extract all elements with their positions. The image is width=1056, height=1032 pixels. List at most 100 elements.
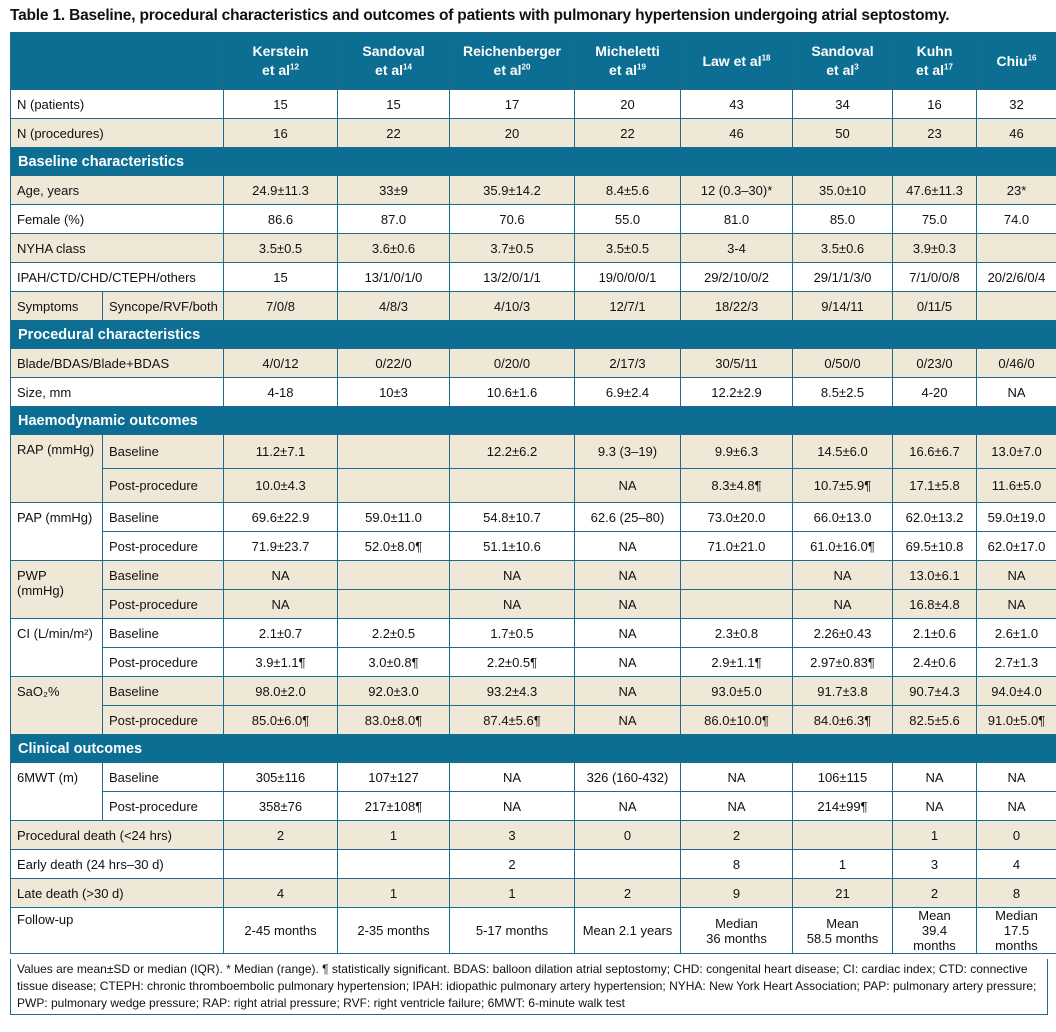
value-cell: NA (223, 589, 338, 619)
table-row: Post-procedure NA NA NA NA 16.8±4.8 NA (11, 589, 1056, 619)
row-label: RAP (mmHg) (10, 434, 103, 503)
value-cell: 74.0 (976, 204, 1056, 234)
value-cell: 5-17 months (449, 907, 575, 954)
value-cell: 8.4±5.6 (574, 175, 681, 205)
value-cell: 16 (223, 118, 338, 148)
table-row: PWP (mmHg) Baseline NA NA NA NA 13.0±6.1 NA (10, 560, 1056, 619)
value-cell: NA (574, 468, 681, 503)
value-cell: 61.0±16.0¶ (792, 531, 893, 561)
value-cell: 4-20 (892, 377, 977, 407)
study-header: Sandoval et al3 (792, 32, 893, 90)
value-cell (680, 589, 793, 619)
sub-label: Post-procedure (102, 531, 224, 561)
value-cell: 3.5±0.6 (792, 233, 893, 263)
value-cell: 16.8±4.8 (892, 589, 977, 619)
value-cell: 1 (337, 820, 450, 850)
value-cell: NA (574, 647, 681, 677)
value-cell: 86.0±10.0¶ (680, 705, 793, 735)
value-cell: 1 (449, 878, 575, 908)
value-cell (337, 434, 450, 469)
value-cell: NA (976, 762, 1056, 792)
value-cell: 15 (223, 89, 338, 119)
section-header: Procedural characteristics (10, 320, 1056, 349)
value-cell: 0 (976, 820, 1056, 850)
value-cell: 10.0±4.3 (223, 468, 338, 503)
value-cell: 54.8±10.7 (449, 502, 575, 532)
value-cell: 4 (223, 878, 338, 908)
value-cell: 17.1±5.8 (892, 468, 977, 503)
table-title: Table 1. Baseline, procedural characteri… (10, 7, 950, 24)
value-cell: NA (574, 560, 681, 590)
value-cell: 2 (892, 878, 977, 908)
value-cell: 8.5±2.5 (792, 377, 893, 407)
row-label: PWP (mmHg) (10, 560, 103, 619)
value-cell: NA (792, 589, 893, 619)
value-cell: 24.9±11.3 (223, 175, 338, 205)
value-cell: 83.0±8.0¶ (337, 705, 450, 735)
value-cell: 1.7±0.5 (449, 618, 575, 648)
value-cell: 2 (223, 820, 338, 850)
study-header: Reichenberger et al20 (449, 32, 575, 90)
value-cell: 8 (680, 849, 793, 879)
value-cell: 52.0±8.0¶ (337, 531, 450, 561)
table-row: PAP (mmHg) Baseline 69.6±22.9 59.0±11.0 54.8… (10, 502, 1056, 561)
value-cell: 107±127 (337, 762, 450, 792)
value-cell: 12.2±6.2 (449, 434, 575, 469)
table-row: Post-procedure 3.9±1.1¶ 3.0±0.8¶ 2.2±0.5¶ NA… (11, 647, 1056, 677)
value-cell: 9.9±6.3 (680, 434, 793, 469)
value-cell: 12.2±2.9 (680, 377, 793, 407)
sub-label: Post-procedure (102, 647, 224, 677)
value-cell: 62.6 (25–80) (574, 502, 681, 532)
value-cell: 90.7±4.3 (892, 676, 977, 706)
value-cell: 4 (976, 849, 1056, 879)
value-cell: 16.6±6.7 (892, 434, 977, 469)
table-row: 6MWT (m) Baseline 305±116 107±127 NA 326 (160… (10, 762, 1056, 821)
value-cell: 2 (574, 878, 681, 908)
table-row: Post-procedure 10.0±4.3 NA 8.3±4.8¶ 10.7±5.9… (11, 468, 1056, 503)
value-cell: NA (574, 618, 681, 648)
value-cell: 3.7±0.5 (449, 233, 575, 263)
value-cell: 3.9±1.1¶ (223, 647, 338, 677)
table-row: Post-procedure 85.0±6.0¶ 83.0±8.0¶ 87.4±5.6… (11, 705, 1056, 735)
value-cell: 59.0±19.0 (976, 502, 1056, 532)
value-cell: NA (574, 791, 681, 821)
value-cell: NA (574, 676, 681, 706)
value-cell: NA (449, 791, 575, 821)
row-label: Symptoms (10, 291, 103, 321)
value-cell: 21 (792, 878, 893, 908)
value-cell: 17 (449, 89, 575, 119)
sub-label: Post-procedure (102, 589, 224, 619)
value-cell: NA (976, 589, 1056, 619)
value-cell: 3.9±0.3 (892, 233, 977, 263)
sub-label: Baseline (102, 676, 224, 706)
value-cell: 87.0 (337, 204, 450, 234)
value-cell: 2.6±1.0 (976, 618, 1056, 648)
value-cell: Mean 2.1 years (574, 907, 681, 954)
value-cell (223, 849, 338, 879)
value-cell: 84.0±6.3¶ (792, 705, 893, 735)
value-cell: 15 (223, 262, 338, 292)
value-cell: 59.0±11.0 (337, 502, 450, 532)
value-cell: 43 (680, 89, 793, 119)
value-cell: NA (680, 791, 793, 821)
value-cell: 13/1/0/1/0 (337, 262, 450, 292)
value-cell: 20/2/6/0/4 (976, 262, 1056, 292)
value-cell: 2/17/3 (574, 348, 681, 378)
value-cell: 46 (680, 118, 793, 148)
value-cell: Mean 58.5 months (792, 907, 893, 954)
value-cell: 13.0±7.0 (976, 434, 1056, 469)
table-row: IPAH/CTD/CHD/CTEPH/others 15 13/1/0/1/0 13/… (10, 262, 1056, 292)
section-header-row: Clinical outcomes (10, 734, 1056, 763)
value-cell: 16 (892, 89, 977, 119)
sub-label: Baseline (102, 618, 224, 648)
value-cell: 82.5±5.6 (892, 705, 977, 735)
value-cell: 13.0±6.1 (892, 560, 977, 590)
value-cell (337, 468, 450, 503)
value-cell: 29/2/10/0/2 (680, 262, 793, 292)
value-cell: 91.0±5.0¶ (976, 705, 1056, 735)
value-cell: 7/1/0/0/8 (892, 262, 977, 292)
value-cell: 1 (792, 849, 893, 879)
value-cell: 3 (892, 849, 977, 879)
value-cell: 13/2/0/1/1 (449, 262, 575, 292)
value-cell: 87.4±5.6¶ (449, 705, 575, 735)
